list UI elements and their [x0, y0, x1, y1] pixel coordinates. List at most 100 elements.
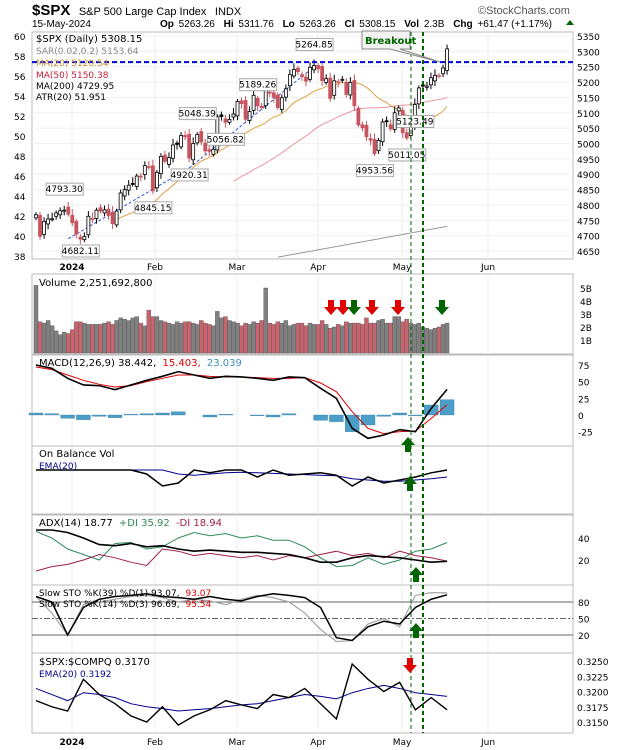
annotation-box [61, 244, 100, 258]
exchange: INDX [215, 6, 242, 18]
volume-bar [340, 325, 345, 354]
ratio-tick: 0.3250 [577, 658, 609, 668]
sell-arrow-icon [391, 300, 405, 315]
legend-ma50: MA(50) 5150.38 [36, 71, 109, 81]
legend-ratio: $SPX:$COMPQ 0.3170 [39, 657, 150, 668]
candle [404, 132, 409, 139]
candle [312, 65, 316, 71]
percent-tick: 54 [14, 93, 26, 103]
macd-histogram-bar [313, 414, 328, 421]
volume-bar [299, 322, 305, 354]
annotation-label: 5048.39 [179, 110, 216, 120]
annotation-box [206, 132, 245, 146]
x-axis-label: Feb [147, 738, 163, 748]
candle [396, 107, 401, 112]
price-annotation: 4920.31 [171, 168, 209, 182]
candle [211, 148, 216, 155]
candle [138, 175, 143, 178]
candle [175, 142, 179, 145]
volume-bar [243, 322, 248, 354]
price-tick: 5300 [577, 48, 600, 58]
volume-bar [41, 322, 47, 354]
ratio-tick: 0.3200 [577, 689, 609, 699]
buy-arrow-icon [403, 476, 417, 491]
x-axis-label: Jun [480, 738, 495, 748]
candle [150, 165, 155, 192]
down-arrow-icon [347, 300, 361, 315]
volume-bar [146, 309, 152, 354]
volume-bar [263, 287, 268, 354]
price-annotation: 5011.05 [388, 148, 427, 162]
cl-value: 5308.15 [359, 19, 396, 30]
candle [340, 78, 345, 81]
candle [219, 114, 224, 117]
volume-bar [102, 322, 107, 354]
candle [433, 74, 437, 82]
percent-tick: 56 [14, 73, 26, 83]
annotation-label: 5123.49 [396, 117, 433, 127]
volume-bar [295, 322, 301, 354]
annotation-box [295, 37, 334, 51]
candle [146, 166, 151, 168]
volume-bar [194, 324, 200, 354]
macd-histogram-bar [139, 413, 154, 416]
volume-bar [207, 324, 212, 354]
candle [98, 207, 103, 212]
macd-line [35, 364, 448, 440]
ma20-line [112, 81, 448, 221]
volume-bar [436, 326, 442, 354]
volume-bar [62, 332, 67, 354]
macd-histogram-bar [107, 414, 123, 418]
candle [179, 135, 183, 148]
annotation-label: 4845.15 [134, 204, 171, 214]
candle [300, 74, 304, 77]
macd-histogram-bar [265, 414, 281, 418]
price-tick: 4650 [577, 248, 600, 258]
candle [437, 75, 441, 78]
annotation-label: 5011.05 [388, 151, 425, 161]
volume-bar [352, 322, 357, 354]
adx-line [36, 529, 448, 564]
candle [62, 209, 67, 212]
macd-histogram-bar [92, 414, 107, 417]
volume-bar [178, 322, 184, 354]
macd-histogram-bar [123, 414, 139, 416]
volume-bar [323, 324, 329, 354]
volume-bar [150, 316, 156, 354]
candle [263, 89, 268, 107]
candle [429, 77, 433, 86]
annotation-box [45, 182, 84, 196]
x-axis-label: May [393, 263, 412, 273]
candle [352, 80, 357, 107]
volume-bar [327, 328, 333, 354]
volume-bar [416, 322, 422, 354]
macd-histogram-bar [202, 414, 218, 418]
legend-mdi: -DI 18.94 [176, 518, 222, 529]
candle [388, 124, 393, 130]
candle [445, 48, 449, 71]
legend-sto1: Slow STO %K(39) %D(1) 93.07, [39, 589, 180, 599]
candle [38, 214, 42, 237]
trendline [67, 167, 190, 240]
macd-histogram-bar [60, 414, 75, 419]
volume-bar [384, 322, 389, 354]
candle [255, 97, 260, 107]
volume-bar [360, 324, 365, 354]
candle [223, 118, 228, 123]
candle [199, 131, 204, 143]
price-tick: 4750 [577, 217, 600, 227]
candle [110, 211, 115, 225]
ratio-tick: 0.3225 [577, 673, 609, 683]
candle [114, 210, 119, 226]
macd-histogram-bar [218, 414, 233, 416]
candle [267, 91, 272, 94]
candle [425, 85, 429, 88]
chg-label: Chg [453, 19, 472, 30]
volume-bar [303, 325, 309, 354]
hi-value: 5311.76 [238, 19, 274, 30]
volume-bar [279, 322, 285, 354]
candle [304, 76, 308, 82]
volume-bar [211, 325, 216, 354]
legend-sto2-line: Slow STO %K(14) %D(3) 96.69, 95.54 [39, 600, 212, 610]
candle [324, 78, 329, 83]
